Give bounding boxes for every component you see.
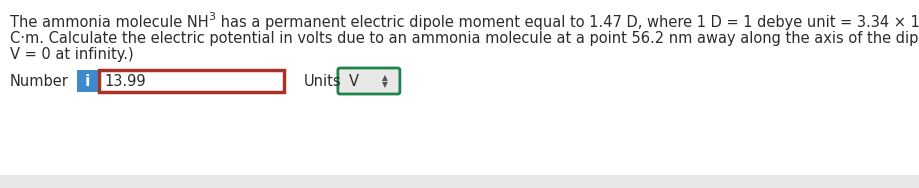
FancyBboxPatch shape bbox=[99, 70, 284, 92]
Text: ▼: ▼ bbox=[382, 80, 388, 89]
Text: V = 0 at infinity.): V = 0 at infinity.) bbox=[10, 47, 133, 62]
FancyBboxPatch shape bbox=[0, 175, 919, 188]
Text: has a permanent electric dipole moment equal to 1.47 D, where 1 D = 1 debye unit: has a permanent electric dipole moment e… bbox=[216, 15, 919, 30]
Text: V: V bbox=[349, 74, 359, 89]
FancyBboxPatch shape bbox=[338, 68, 400, 94]
Text: 3: 3 bbox=[209, 12, 216, 22]
Text: 13.99: 13.99 bbox=[105, 74, 146, 89]
Text: C·m. Calculate the electric potential in volts due to an ammonia molecule at a p: C·m. Calculate the electric potential in… bbox=[10, 31, 919, 46]
Text: The ammonia molecule NH: The ammonia molecule NH bbox=[10, 15, 209, 30]
Text: Number: Number bbox=[10, 74, 69, 89]
Text: Units: Units bbox=[304, 74, 342, 89]
Text: ▲: ▲ bbox=[382, 73, 388, 82]
Text: i: i bbox=[85, 74, 91, 89]
FancyBboxPatch shape bbox=[77, 70, 99, 92]
